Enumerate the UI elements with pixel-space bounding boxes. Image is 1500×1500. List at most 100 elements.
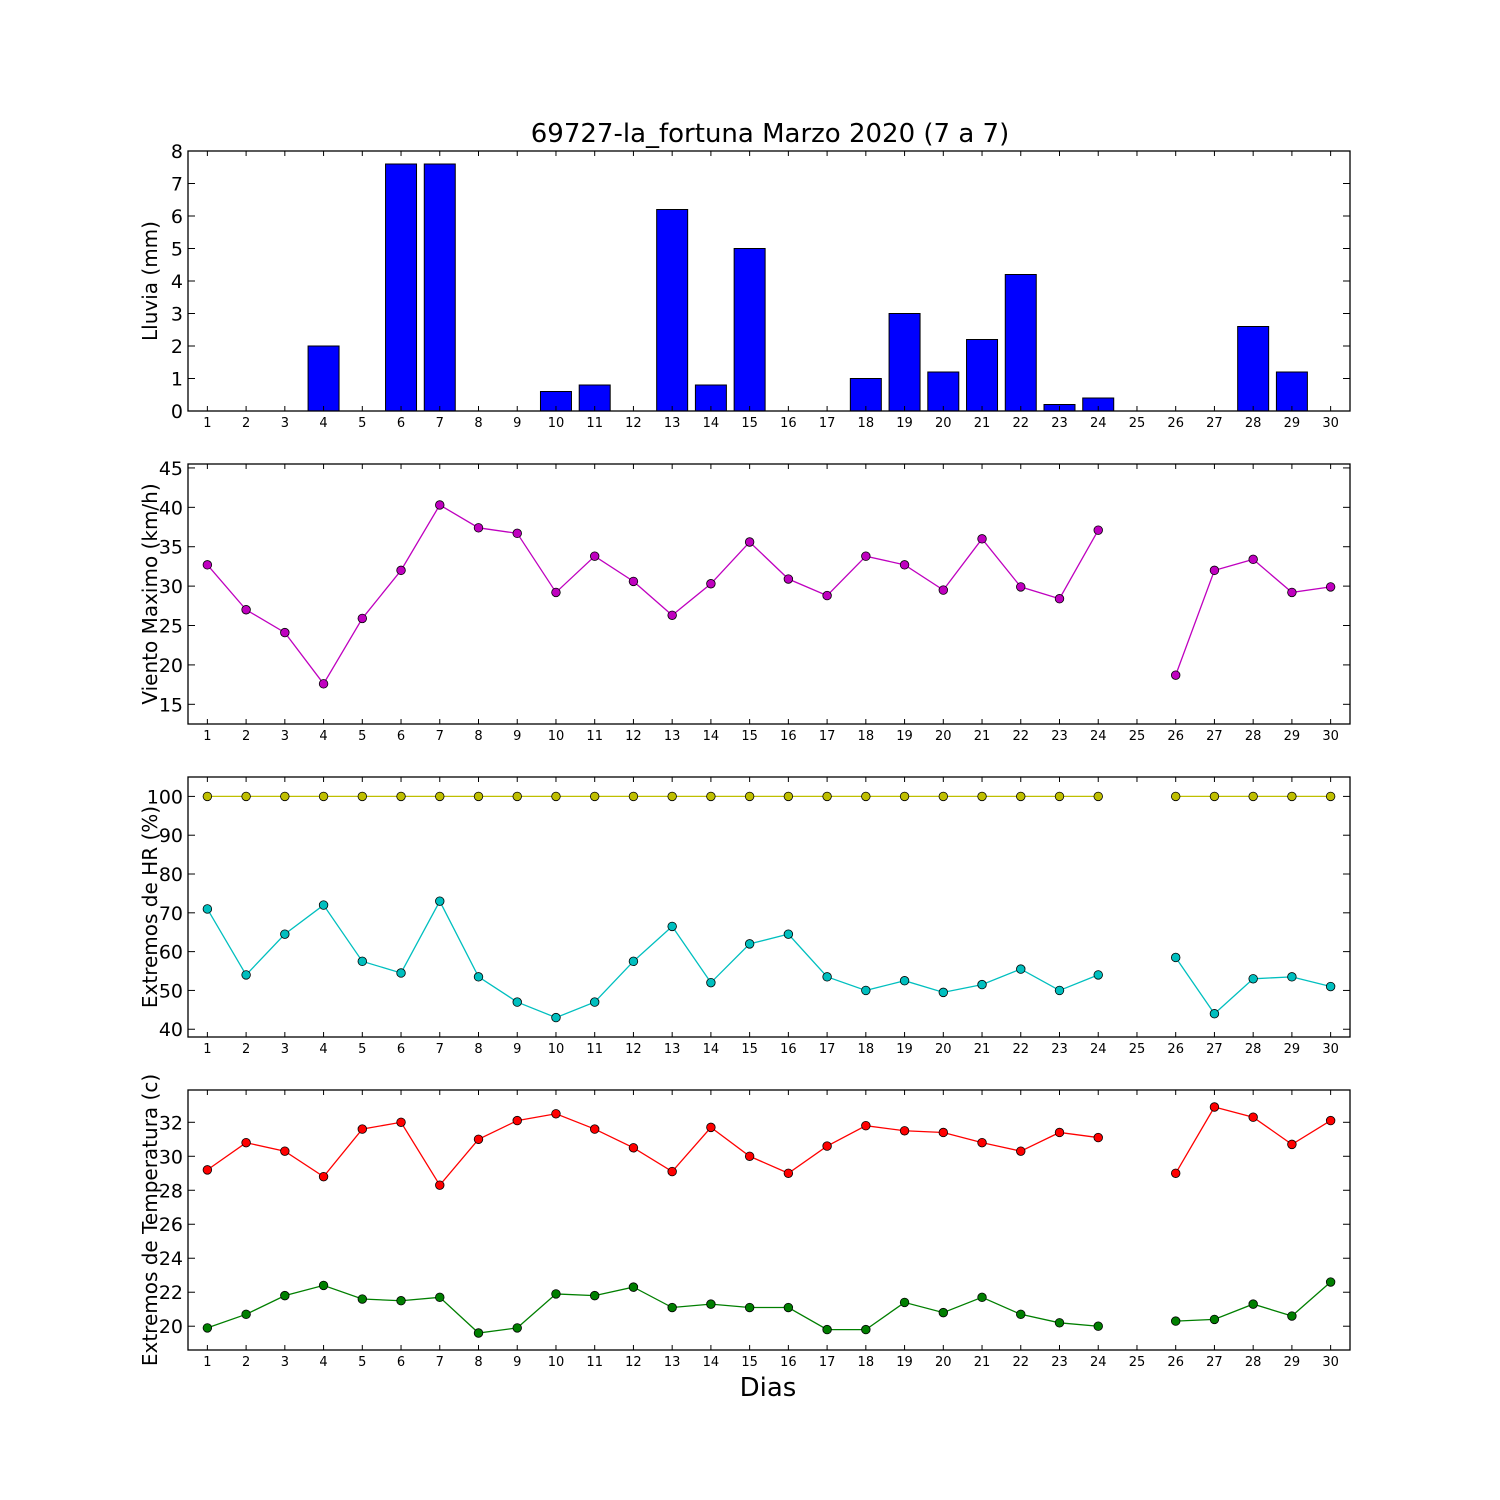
y-tick-label: 45 [159,458,183,480]
data-point [551,791,561,802]
x-tick-label: 16 [780,1355,797,1370]
data-point [822,590,832,601]
x-tick-label: 22 [1012,729,1029,744]
x-tick-label: 2 [242,416,250,431]
data-point [590,551,600,561]
x-tick-label: 27 [1206,1355,1223,1370]
data-point [357,791,368,802]
x-tick-label: 14 [703,729,720,744]
bar [733,248,766,412]
x-tick-label: 17 [819,1042,836,1057]
panel-4: 1 2 3 4 5 6 7 8 9 10 11 12 13 14 15 16 17 18 19 20 21 22 23 24 2… [138,1074,1351,1370]
data-point [241,791,251,802]
data-point [280,791,290,802]
y-tick-label: 35 [159,537,183,559]
data-point [938,987,949,998]
data-point [822,1324,832,1335]
data-point [628,1282,639,1292]
data-point [861,985,871,996]
data-point [822,791,832,802]
data-point [396,1117,406,1127]
x-tick-label: 26 [1167,729,1184,744]
series-line [206,504,1099,685]
x-tick-label: 10 [548,1042,565,1057]
x-tick-label: 1 [203,1355,211,1370]
x-tick-label: 30 [1322,729,1339,744]
y-tick-label: 30 [159,1146,183,1168]
x-tick-label: 22 [1012,1355,1029,1370]
x-tick-label: 27 [1206,416,1223,431]
y-tick-label: 32 [159,1112,183,1134]
data-point [899,976,910,986]
data-point [318,1171,329,1182]
data-point [435,791,445,802]
x-tick-label: 28 [1245,416,1262,431]
data-point [396,791,406,802]
panels: 1 2 3 4 5 6 7 8 9 10 11 12 13 14 15 16 17 18 19 20 21 22 23 24 2… [138,141,1351,1370]
x-tick-label: 12 [625,416,642,431]
data-point [667,610,677,620]
x-tick-label: 14 [703,416,720,431]
data-point [202,1323,213,1333]
data-point [473,1328,484,1338]
data-point [977,1137,987,1148]
x-axis-label: Dias [740,1373,797,1403]
x-tick-label: 4 [319,729,327,744]
data-point [783,574,794,584]
data-point [938,585,949,595]
x-tick-label: 3 [281,1042,289,1057]
x-tick-label: 25 [1129,1355,1146,1370]
x-tick-label: 11 [586,1042,603,1057]
series-line [206,1113,1099,1187]
data-point [1016,791,1026,802]
y-tick-label: 60 [159,942,183,964]
data-point [396,565,406,576]
x-tick-label: 9 [513,729,521,744]
data-point [706,791,716,802]
x-tick-label: 20 [935,729,952,744]
data-point [1093,1321,1103,1331]
y-tick-label: 25 [159,616,183,638]
x-tick-label: 20 [935,1042,952,1057]
x-tick-label: 24 [1090,729,1107,744]
data-point [899,1126,910,1136]
data-point [744,537,755,547]
x-tick-label: 26 [1167,416,1184,431]
x-tick-label: 18 [858,416,875,431]
data-point [1054,1127,1065,1138]
y-tick-label: 30 [159,576,183,598]
y-tick-label: 4 [171,271,183,293]
bar [1237,326,1270,412]
data-point [861,1120,871,1131]
series-line [206,899,1099,1019]
data-point [357,1124,368,1134]
data-point [938,1307,949,1318]
data-point [783,1302,794,1313]
data-point [1287,1139,1297,1150]
data-point [396,968,406,978]
x-tick-label: 3 [281,1355,289,1370]
y-tick-label: 22 [159,1282,183,1304]
data-point [977,791,987,802]
x-tick-label: 30 [1322,416,1339,431]
data-point [590,997,600,1007]
x-tick-label: 6 [397,416,405,431]
x-tick-label: 29 [1284,1355,1301,1370]
x-tick-label: 7 [436,1042,444,1057]
x-tick-label: 21 [974,1042,991,1057]
data-point [744,939,755,949]
data-point [744,1302,755,1313]
data-point [744,791,755,802]
bar [656,209,689,412]
data-point [938,1127,949,1138]
data-point [318,679,329,689]
x-tick-label: 22 [1012,416,1029,431]
data-point [1016,1309,1026,1320]
x-tick-label: 17 [819,729,836,744]
x-tick-label: 1 [203,729,211,744]
data-point [1209,565,1220,576]
x-tick-label: 29 [1284,729,1301,744]
x-tick-label: 29 [1284,1042,1301,1057]
plot-frame [187,463,1351,725]
y-tick-label: 40 [159,1019,183,1041]
